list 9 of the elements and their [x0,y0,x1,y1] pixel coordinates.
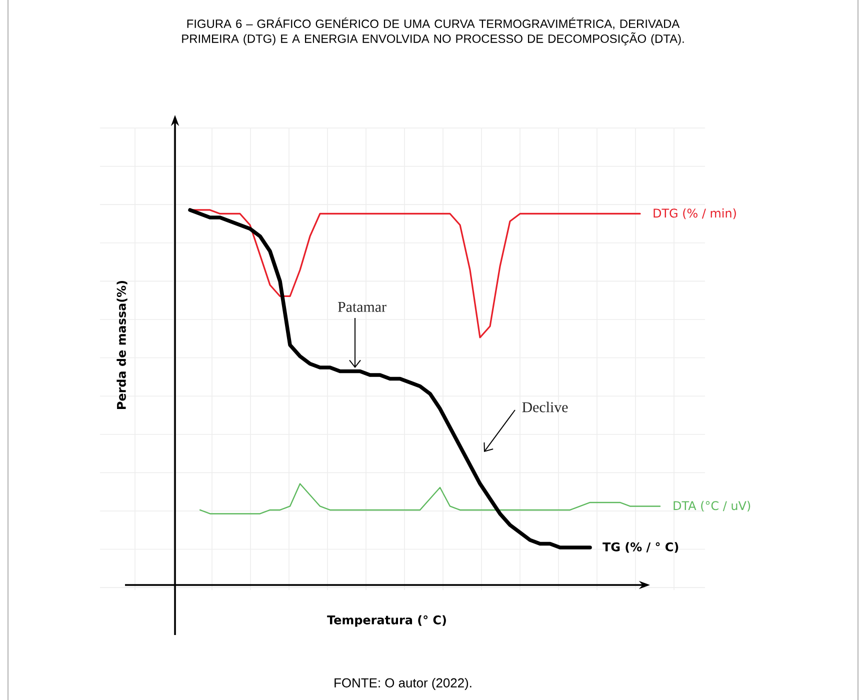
series-label: DTA (°C / uV) [674,500,750,512]
x-axis-title: Temperatura (° C) [327,615,446,627]
source-note: FONTE: O autor (2022). [334,678,472,690]
annotation: Declive [522,402,568,412]
chart-title: FIGURA 6 – GRÁFICO GENÉRICO DE UMA CURVA TERMOGRAVIMÉTRICA, DERIVADA PRIMEIRA (DTG) E A ENERGIA ENVOLVIDA NO PROCESSO DE DECOMPOSIÇÃO (DTA). [182,18,684,46]
series-label: TG (% / ° C) [602,542,678,553]
y-axis-title: Perda de massa(%) [116,280,128,409]
annotation: Patamar [338,302,386,312]
series-label: DTG (% / min) [654,208,736,220]
